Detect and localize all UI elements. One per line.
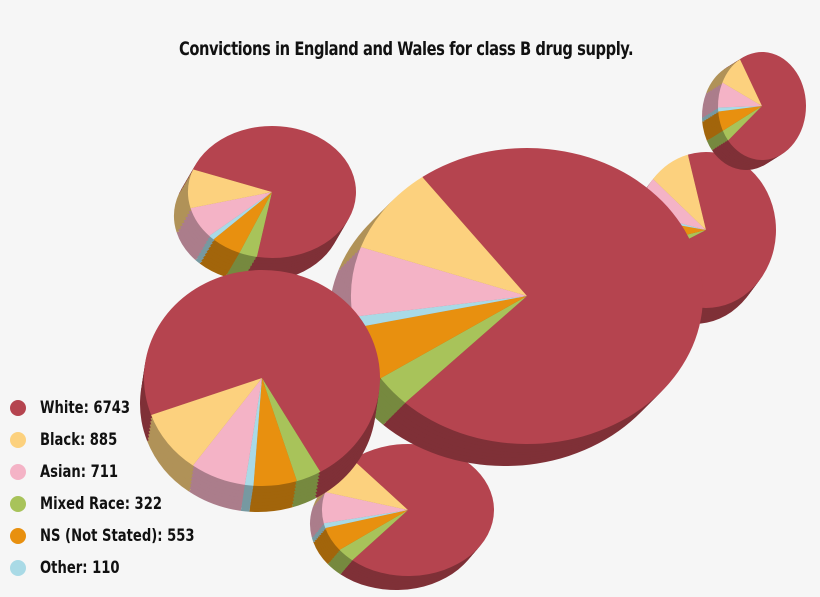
pie-slice-black [188, 169, 272, 209]
pie-slice-asian [322, 491, 408, 524]
legend-label: Asian: 711 [40, 462, 119, 482]
legend-swatch [10, 560, 26, 576]
legend-swatch [10, 432, 26, 448]
pie-3 [702, 52, 806, 171]
legend-label: Black: 885 [40, 430, 118, 450]
pie-slice-black [360, 177, 527, 296]
pie-slice-asian [190, 192, 272, 236]
pie-slice-mixed-race [380, 296, 527, 403]
pie-slice-not-stated [253, 378, 297, 486]
legend-item-black: Black: 885 [10, 424, 220, 456]
legend-swatch [10, 400, 26, 416]
pie-5 [328, 148, 703, 466]
pie-slice-asian [637, 179, 706, 230]
legend-item-white: White: 6743 [10, 392, 220, 424]
legend-swatch [10, 464, 26, 480]
pie-slice-black [653, 154, 706, 230]
legend-label: Mixed Race: 322 [40, 494, 163, 514]
pie-slice-not-stated [325, 510, 408, 550]
pie-slice-mixed-race [339, 510, 408, 561]
pie-slice-other [352, 296, 527, 328]
pie-slice-other [323, 510, 408, 529]
pie-6 [140, 270, 380, 512]
legend-swatch [10, 496, 26, 512]
legend: White: 6743 Black: 885 Asian: 711 Mixed … [10, 392, 220, 584]
legend-item-other: Other: 110 [10, 552, 220, 584]
pie-slice-other [209, 192, 272, 240]
pie-slice-other [244, 378, 262, 486]
pie-slice-asian [718, 82, 762, 108]
pie-slice-mixed-race [722, 106, 762, 141]
pie-slice-asian [350, 247, 527, 317]
pie-slice-mixed-race [239, 192, 272, 257]
legend-label: NS (Not Stated): 553 [40, 526, 195, 546]
pie-slice-white [728, 52, 806, 161]
pie-slice-black [722, 59, 762, 106]
pie-slice-not-stated [213, 192, 272, 253]
pie-slice-white [144, 270, 380, 472]
legend-item-mixed-race: Mixed Race: 322 [10, 488, 220, 520]
pie-slice-white [193, 126, 356, 259]
pie-slice-white [352, 443, 494, 576]
pie-slice-white [405, 148, 703, 444]
legend-item-not-stated: NS (Not Stated): 553 [10, 520, 220, 552]
legend-label: White: 6743 [40, 398, 131, 418]
chart-title: Convictions in England and Wales for cla… [178, 38, 634, 60]
legend-item-asian: Asian: 711 [10, 456, 220, 488]
pie-slice-black [151, 378, 262, 466]
pie-slice-not-stated [718, 106, 762, 131]
pie-1 [310, 443, 494, 590]
pie-slice-not-stated [355, 296, 527, 379]
legend-label: Other: 110 [40, 558, 120, 578]
pie-slice-mixed-race [262, 378, 321, 482]
legend-swatch [10, 528, 26, 544]
pie-4 [174, 126, 356, 282]
pie-slice-other [718, 106, 762, 112]
pie-slice-asian [192, 378, 262, 485]
